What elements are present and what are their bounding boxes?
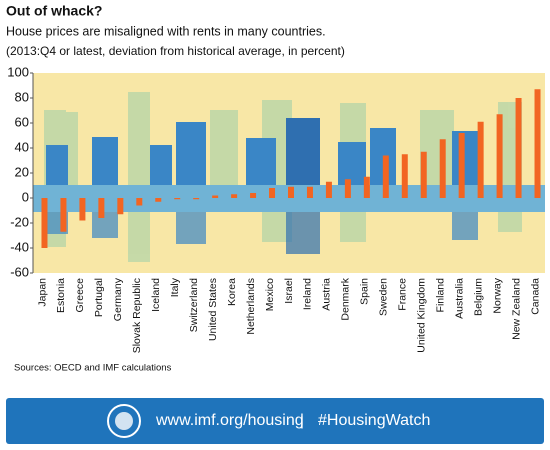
x-tick-label: France bbox=[397, 278, 409, 311]
y-tick-label: -20 bbox=[10, 214, 29, 229]
x-tick-label: Finland bbox=[434, 278, 446, 313]
bar bbox=[60, 198, 67, 232]
bar bbox=[41, 198, 48, 248]
bar bbox=[306, 186, 313, 198]
bar bbox=[401, 154, 408, 198]
imf-logo bbox=[107, 404, 141, 438]
y-tick-label: -60 bbox=[10, 264, 29, 279]
bar bbox=[382, 155, 389, 198]
y-tick-label: 0 bbox=[22, 189, 29, 204]
y-tick-label: 100 bbox=[7, 64, 29, 79]
x-tick-label: New Zealand bbox=[510, 278, 522, 340]
building-decoration bbox=[46, 118, 478, 254]
x-tick-label: Norway bbox=[491, 277, 503, 313]
bar bbox=[193, 198, 200, 200]
x-tick-label: Korea bbox=[226, 278, 238, 306]
x-tick-label: Canada bbox=[529, 278, 541, 315]
x-tick-label: Spain bbox=[359, 278, 371, 305]
bar bbox=[155, 198, 162, 202]
x-tick-label: Japan bbox=[36, 278, 48, 307]
bar bbox=[117, 198, 124, 215]
imf-logo-globe bbox=[115, 412, 133, 430]
y-tick-label: 40 bbox=[15, 139, 29, 154]
x-tick-label: Mexico bbox=[264, 278, 276, 311]
x-tick-label: Sweden bbox=[378, 278, 390, 316]
chart-subtitle: House prices are misaligned with rents i… bbox=[6, 24, 326, 38]
bar bbox=[136, 198, 143, 206]
y-tick-label: -40 bbox=[10, 239, 29, 254]
x-tick-label: Slovak Republic bbox=[131, 278, 143, 353]
y-tick-label: 60 bbox=[15, 114, 29, 129]
bar bbox=[212, 195, 219, 198]
bar bbox=[534, 89, 541, 198]
bar bbox=[458, 133, 465, 198]
bar bbox=[288, 186, 294, 198]
y-tick-label: 80 bbox=[15, 89, 29, 104]
x-tick-label: Greece bbox=[74, 278, 86, 313]
chart-note: (2013:Q4 or latest, deviation from histo… bbox=[6, 44, 345, 58]
x-tick-label: Switzerland bbox=[188, 278, 200, 332]
y-tick-label: 20 bbox=[15, 164, 29, 179]
x-tick-label: Ireland bbox=[302, 278, 314, 310]
x-tick-label: Estonia bbox=[55, 278, 67, 313]
x-tick-label: Iceland bbox=[150, 278, 162, 312]
x-tick-label: Israel bbox=[283, 278, 295, 304]
x-tick-label: Belgium bbox=[472, 278, 484, 316]
bar bbox=[269, 188, 276, 198]
bar bbox=[477, 121, 484, 198]
x-tick-label: Australia bbox=[453, 278, 465, 319]
bar bbox=[325, 181, 332, 198]
x-tick-label: Austria bbox=[321, 278, 333, 311]
footer-hashtag[interactable]: #HousingWatch bbox=[318, 412, 430, 429]
footer-banner bbox=[6, 398, 544, 444]
x-tick-label: Germany bbox=[112, 277, 124, 321]
bar bbox=[515, 98, 522, 198]
bar bbox=[496, 114, 503, 198]
bar bbox=[79, 198, 86, 221]
x-tick-label: Denmark bbox=[340, 277, 352, 320]
chart-title: Out of whack? bbox=[6, 3, 102, 19]
x-tick-label: Italy bbox=[169, 277, 181, 297]
source: Sources: OECD and IMF calculations bbox=[14, 363, 172, 374]
bar bbox=[174, 198, 181, 200]
footer-url[interactable]: www.imf.org/housing bbox=[155, 412, 304, 429]
x-tick-label: United States bbox=[207, 278, 219, 341]
bar bbox=[420, 151, 427, 198]
bar bbox=[250, 193, 257, 198]
x-tick-label: Netherlands bbox=[245, 278, 257, 335]
bar bbox=[98, 198, 105, 218]
x-tick-label: Portugal bbox=[93, 278, 105, 317]
bar bbox=[439, 139, 446, 198]
bar bbox=[344, 179, 351, 198]
bar bbox=[363, 176, 370, 198]
footer-separator: | bbox=[300, 412, 304, 429]
bar bbox=[231, 194, 238, 198]
x-tick-label: United Kingdom bbox=[416, 278, 428, 353]
